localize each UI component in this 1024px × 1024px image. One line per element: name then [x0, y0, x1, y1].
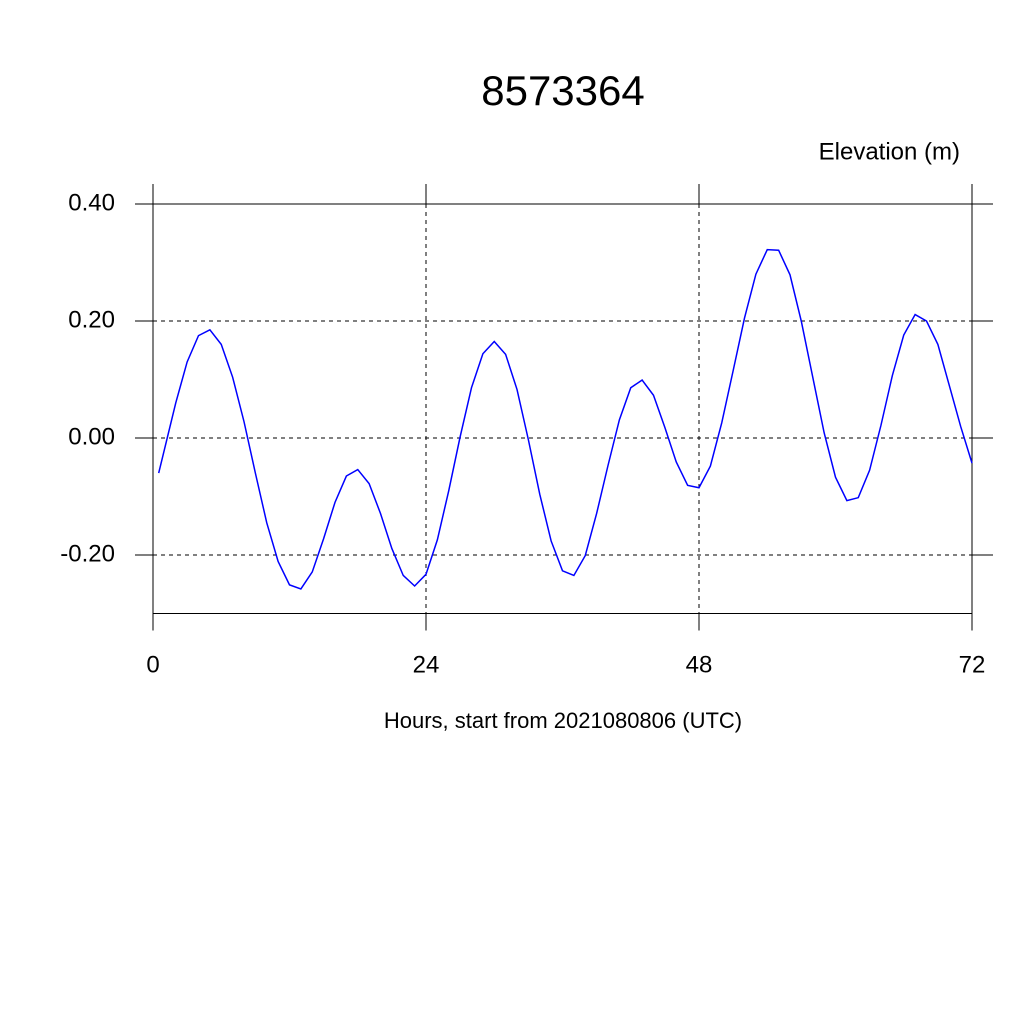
x-tick-label: 0 — [146, 651, 159, 678]
chart-title: 8573364 — [481, 67, 645, 114]
y-tick-label: 0.00 — [68, 423, 115, 450]
data-line — [157, 248, 973, 590]
y-tick-label: 0.40 — [68, 189, 115, 216]
x-tick-label: 24 — [413, 651, 440, 678]
x-tick-label: 72 — [959, 651, 986, 678]
y-tick-label: -0.20 — [60, 540, 115, 567]
x-tick-label: 48 — [686, 651, 713, 678]
y-axis-label: Elevation (m) — [819, 138, 960, 165]
y-tick-label: 0.20 — [68, 306, 115, 333]
x-axis-label: Hours, start from 2021080806 (UTC) — [384, 708, 742, 733]
